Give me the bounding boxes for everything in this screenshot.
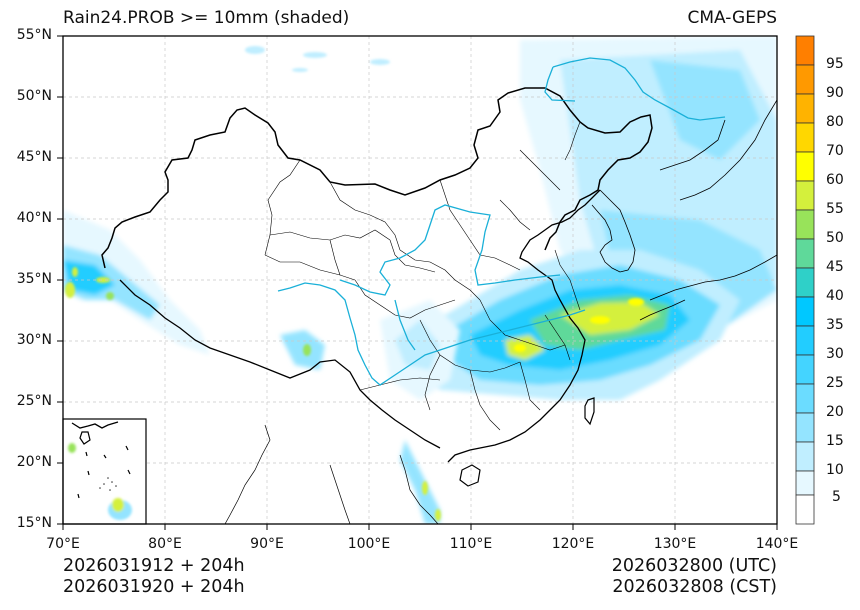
china-sw-border [119, 279, 441, 449]
y-tick-label: 30°N [16, 332, 52, 348]
y-tick-label: 35°N [16, 271, 52, 287]
south-china-sea-inset [62, 418, 147, 525]
init-time-cst: 2026031920 + 204h [63, 577, 245, 597]
x-tick-label: 100°E [347, 536, 391, 552]
colorbar-label: 5 [832, 489, 841, 505]
colorbar-label: 90 [826, 85, 844, 101]
y-tick-label: 40°N [16, 210, 52, 226]
valid-time-cst: 2026032808 (CST) [612, 577, 777, 597]
colorbar-label: 15 [826, 433, 844, 449]
colorbar-label: 40 [826, 288, 844, 304]
colorbar-label: 20 [826, 404, 844, 420]
x-tick-label: 140°E [755, 536, 799, 552]
colorbar-label: 10 [826, 462, 844, 478]
x-tick-label: 80°E [148, 536, 182, 552]
colorbar [795, 35, 815, 525]
y-tick-label: 55°N [16, 27, 52, 43]
gridlines [63, 36, 777, 524]
colorbar-label: 50 [826, 230, 844, 246]
colorbar-label: 55 [826, 201, 844, 217]
init-time-utc: 2026031912 + 204h [63, 556, 245, 576]
chart-title: Rain24.PROB >= 10mm (shaded) [63, 8, 350, 28]
y-tick-label: 50°N [16, 88, 52, 104]
x-tick-label: 120°E [551, 536, 595, 552]
y-tick-label: 15°N [16, 515, 52, 531]
china-coast [447, 189, 601, 463]
map-lines [101, 57, 777, 524]
china-border [101, 87, 653, 269]
y-tick-label: 45°N [16, 149, 52, 165]
x-tick-label: 70°E [46, 536, 80, 552]
init-time: 2026031912 + 204h 2026031920 + 204h [63, 556, 245, 598]
colorbar-label: 95 [826, 56, 844, 72]
colorbar-label: 80 [826, 114, 844, 130]
colorbar-label: 35 [826, 317, 844, 333]
colorbar-label: 25 [826, 375, 844, 391]
x-ticks [62, 524, 778, 530]
x-tick-label: 90°E [250, 536, 284, 552]
model-name: CMA-GEPS [687, 8, 777, 28]
x-tick-label: 130°E [653, 536, 697, 552]
hainan-island [459, 464, 481, 487]
y-tick-label: 20°N [16, 454, 52, 470]
valid-time-utc: 2026032800 (UTC) [611, 556, 777, 576]
colorbar-label: 45 [826, 259, 844, 275]
y-tick-label: 25°N [16, 393, 52, 409]
taiwan-island [584, 397, 595, 426]
colorbar-label: 30 [826, 346, 844, 362]
province-borders [264, 121, 581, 431]
y-ticks [57, 35, 63, 525]
valid-time: 2026032800 (UTC) 2026032808 (CST) [612, 556, 777, 598]
colorbar-label: 60 [826, 172, 844, 188]
x-tick-label: 110°E [449, 536, 493, 552]
rivers [277, 57, 726, 386]
colorbar-label: 70 [826, 143, 844, 159]
